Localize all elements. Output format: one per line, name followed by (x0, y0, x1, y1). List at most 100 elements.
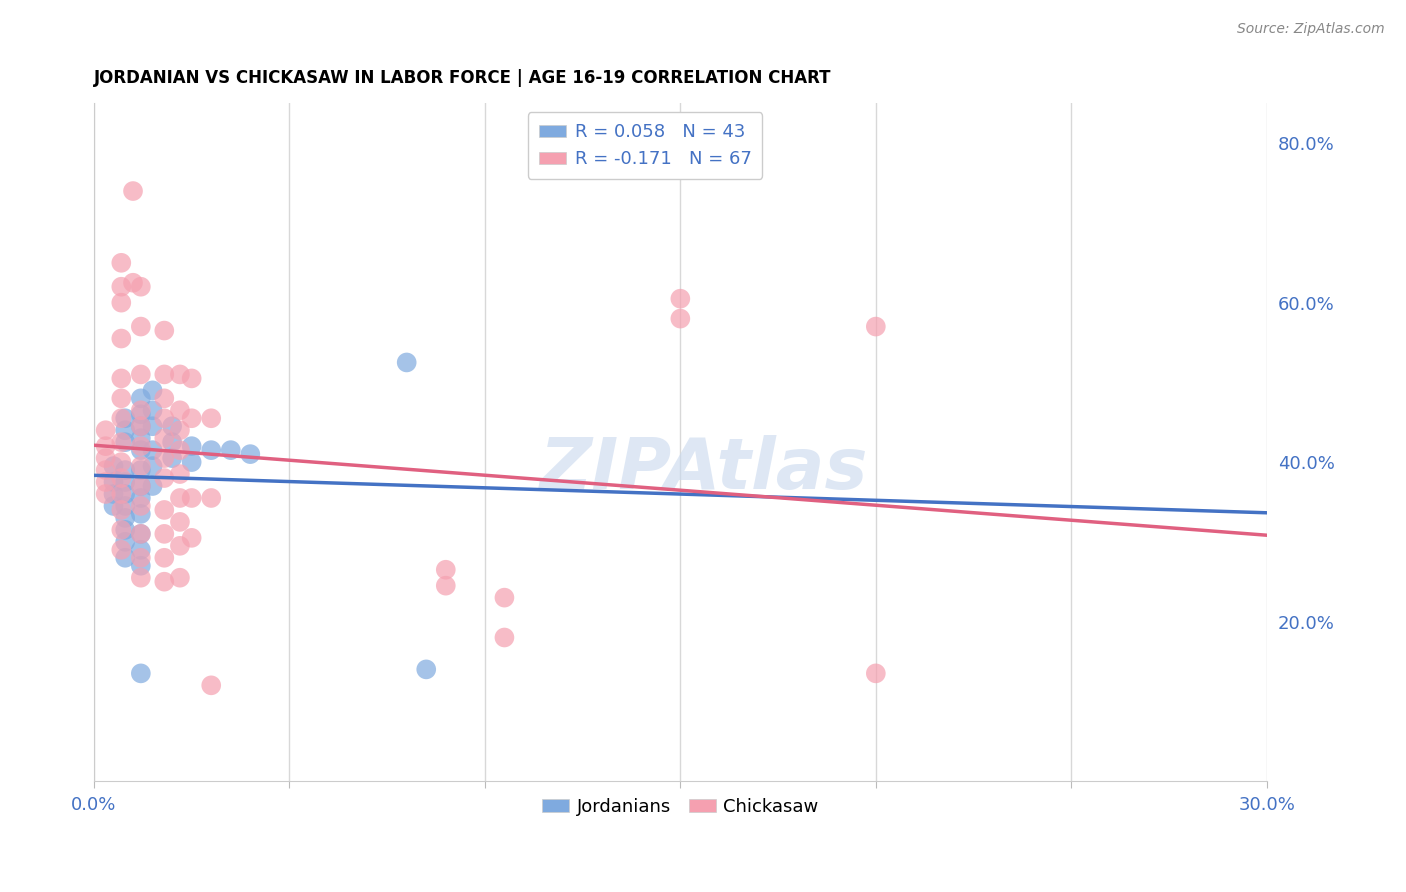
Point (110, 455, 132, 469)
Point (153, 431, 176, 445)
Point (129, 459, 152, 474)
Point (129, 279, 152, 293)
Point (110, 371, 132, 385)
Point (239, 447, 262, 461)
Point (114, 423, 136, 437)
Point (169, 423, 191, 437)
Point (129, 431, 152, 445)
Point (129, 368, 152, 382)
Point (169, 467, 191, 481)
Point (129, 558, 152, 573)
Point (160, 419, 183, 434)
Point (114, 475, 136, 489)
Point (153, 392, 176, 406)
Point (434, 563, 457, 577)
Point (200, 411, 222, 425)
Point (129, 571, 152, 585)
Point (110, 542, 132, 557)
Point (114, 487, 136, 501)
Text: ZIPAtlas: ZIPAtlas (540, 434, 868, 504)
Point (114, 499, 136, 513)
Point (169, 571, 191, 585)
Point (129, 550, 152, 565)
Point (169, 515, 191, 529)
Point (110, 503, 132, 517)
Point (180, 491, 202, 505)
Point (94, 451, 117, 466)
Point (103, 499, 125, 513)
Point (114, 435, 136, 450)
Point (169, 403, 191, 417)
Point (129, 499, 152, 513)
Point (110, 392, 132, 406)
Point (122, 276, 145, 290)
Point (494, 631, 516, 645)
Point (129, 479, 152, 493)
Point (110, 279, 132, 293)
Point (129, 439, 152, 453)
Point (153, 411, 176, 425)
Point (129, 666, 152, 681)
Point (153, 368, 176, 382)
Point (153, 451, 176, 466)
Point (865, 319, 887, 334)
Point (153, 550, 176, 565)
Point (103, 459, 125, 474)
Point (153, 471, 176, 485)
Point (103, 475, 125, 489)
Point (153, 526, 176, 541)
Point (200, 443, 222, 458)
Text: JORDANIAN VS CHICKASAW IN LABOR FORCE | AGE 16-19 CORRELATION CHART: JORDANIAN VS CHICKASAW IN LABOR FORCE | … (94, 69, 831, 87)
Point (103, 487, 125, 501)
Point (110, 295, 132, 310)
Point (129, 479, 152, 493)
Point (94, 487, 117, 501)
Point (129, 419, 152, 434)
Point (129, 319, 152, 334)
Point (110, 332, 132, 346)
Point (110, 435, 132, 450)
Point (110, 411, 132, 425)
Point (180, 371, 202, 385)
Point (153, 574, 176, 589)
Point (200, 678, 222, 692)
Point (142, 384, 165, 398)
Point (129, 526, 152, 541)
Point (114, 534, 136, 549)
Point (122, 184, 145, 198)
Point (669, 311, 692, 326)
Point (219, 443, 242, 458)
Point (114, 550, 136, 565)
Point (129, 407, 152, 421)
Point (129, 507, 152, 521)
Point (94, 439, 117, 453)
Point (110, 471, 132, 485)
Point (114, 523, 136, 537)
Point (114, 411, 136, 425)
Point (160, 451, 183, 466)
Point (129, 419, 152, 434)
Point (110, 523, 132, 537)
Point (114, 463, 136, 477)
Point (110, 256, 132, 270)
Point (669, 292, 692, 306)
Point (129, 491, 152, 505)
Point (94, 423, 117, 437)
Point (153, 503, 176, 517)
Point (114, 511, 136, 525)
Point (129, 403, 152, 417)
Point (142, 419, 165, 434)
Point (180, 531, 202, 545)
Point (180, 411, 202, 425)
Point (415, 662, 437, 676)
Point (129, 463, 152, 477)
Point (110, 487, 132, 501)
Point (865, 666, 887, 681)
Point (129, 542, 152, 557)
Point (129, 443, 152, 458)
Point (153, 324, 176, 338)
Point (142, 403, 165, 417)
Point (94, 475, 117, 489)
Point (494, 591, 516, 605)
Point (169, 539, 191, 553)
